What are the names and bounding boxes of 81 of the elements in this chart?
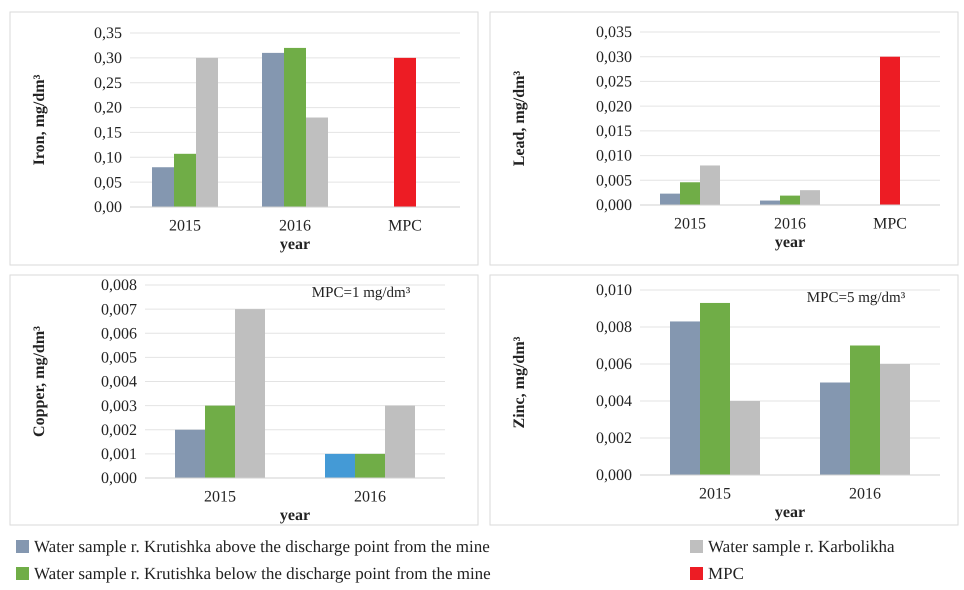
y-tick-label: 0,007	[101, 301, 137, 318]
x-tick-label: 2015	[169, 217, 201, 234]
y-axis-title: Zinc, mg/dm³	[511, 336, 528, 428]
x-tick-label: 2015	[699, 485, 731, 502]
y-tick-label: 0,001	[101, 446, 137, 463]
y-tick-label: 0,008	[596, 319, 632, 336]
y-tick-label: 0,20	[94, 100, 122, 117]
bar	[306, 118, 328, 207]
y-tick-label: 0,002	[596, 430, 632, 448]
bar	[850, 346, 880, 475]
y-tick-label: 0,010	[596, 148, 632, 165]
y-tick-label: 0,008	[101, 277, 137, 294]
bar	[820, 382, 850, 475]
y-tick-label: 0,004	[596, 393, 632, 410]
y-tick-label: 0,030	[596, 48, 632, 66]
y-tick-label: 0,000	[596, 467, 632, 484]
bar	[205, 406, 235, 478]
y-tick-label: 0,30	[94, 50, 122, 67]
y-tick-label: 0,006	[596, 356, 632, 374]
bar	[700, 165, 720, 205]
y-tick-label: 0,005	[596, 172, 632, 190]
x-tick-label: MPC	[388, 217, 422, 234]
y-tick-label: 0,035	[596, 24, 632, 42]
x-tick-label: 2015	[204, 488, 236, 506]
y-tick-label: 0,25	[94, 74, 122, 92]
legend-label: Water sample r. Karbolikha	[708, 537, 895, 556]
bar	[262, 52, 284, 207]
x-tick-label: 2016	[354, 488, 386, 506]
annotation: MPC=1 mg/dm³	[312, 285, 411, 301]
bar	[152, 167, 174, 207]
x-tick-label: 2015	[674, 215, 706, 232]
bar	[325, 454, 355, 478]
y-tick-label: 0,010	[596, 282, 632, 300]
x-axis-title: year	[280, 236, 310, 253]
x-tick-label: 2016	[774, 215, 806, 232]
y-tick-label: 0,05	[94, 174, 122, 192]
y-axis-title: Iron, mg/dm³	[31, 74, 48, 166]
bar	[730, 401, 760, 475]
y-tick-label: 0,006	[101, 325, 137, 342]
x-tick-label: 2016	[279, 217, 311, 234]
legend-label: Water sample r. Krutishka above the discharge point from the mine	[34, 537, 490, 556]
x-tick-label: 2016	[849, 485, 881, 502]
bar	[174, 154, 196, 207]
y-tick-label: 0,000	[596, 197, 632, 214]
y-tick-label: 0,002	[101, 422, 137, 439]
y-axis-title: Copper, mg/dm³	[31, 326, 48, 437]
y-tick-label: 0,015	[596, 122, 632, 140]
y-tick-label: 0,025	[596, 74, 632, 91]
bar	[175, 430, 205, 478]
bar	[670, 321, 700, 475]
bar	[394, 58, 416, 207]
y-tick-label: 0,004	[101, 374, 137, 391]
legend-label: Water sample r. Krutishka below the discharge point from the mine	[34, 564, 491, 583]
y-tick-label: 0,10	[94, 149, 122, 166]
bar	[660, 194, 680, 205]
x-axis-title: year	[774, 234, 806, 251]
y-tick-label: 0,020	[596, 98, 632, 116]
y-tick-label: 0,000	[101, 470, 137, 488]
bar	[196, 58, 218, 207]
y-axis-title: Lead, mg/dm³	[511, 70, 528, 166]
x-axis-title: year	[774, 504, 806, 521]
bar	[235, 309, 265, 478]
y-tick-label: 0,00	[94, 199, 122, 216]
bar	[355, 454, 385, 478]
legend-label: MPC	[708, 564, 744, 583]
bar	[385, 406, 415, 478]
bar	[800, 190, 820, 205]
y-tick-label: 0,15	[94, 124, 122, 142]
x-axis-title: year	[280, 507, 310, 524]
bar	[880, 364, 910, 475]
bar	[760, 200, 780, 205]
y-tick-label: 0,35	[94, 25, 122, 42]
y-tick-label: 0,003	[101, 398, 137, 415]
bar	[880, 56, 900, 205]
bar	[700, 302, 730, 475]
annotation: MPC=5 mg/dm³	[806, 290, 906, 306]
y-tick-label: 0,005	[101, 349, 137, 366]
bar	[284, 48, 306, 207]
bar	[680, 182, 700, 205]
bar	[780, 196, 800, 205]
x-tick-label: MPC	[873, 215, 907, 232]
